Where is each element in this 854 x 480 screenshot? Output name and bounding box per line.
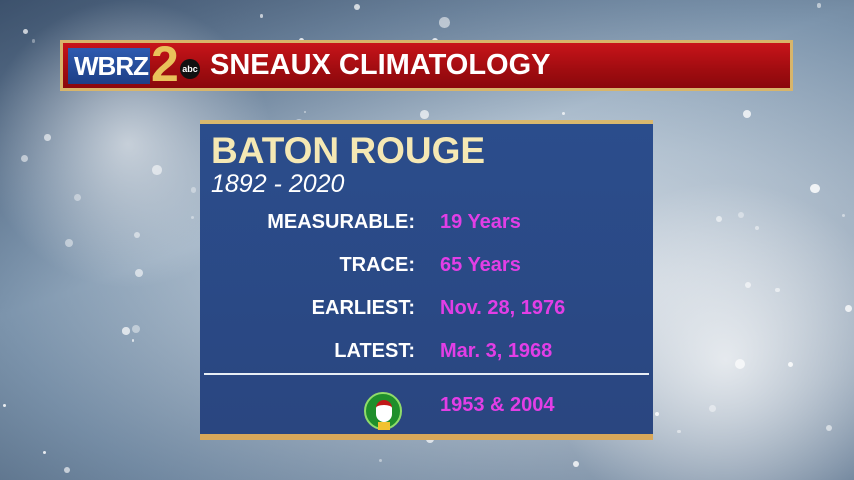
snowflake (439, 16, 450, 28)
stat-row-earliest: EARLIEST: Nov. 28, 1976 (200, 293, 653, 323)
stat-row-latest: LATEST: Mar. 3, 1968 (200, 336, 653, 366)
stat-label: TRACE: (339, 254, 415, 276)
stat-row-measurable: MEASURABLE: 19 Years (200, 207, 653, 237)
snowflake (64, 466, 71, 473)
snowflake (190, 187, 197, 193)
snowflake (122, 327, 130, 335)
snowflake (787, 361, 794, 368)
snowflake (744, 281, 752, 289)
snowflake (152, 165, 162, 175)
snowflake (31, 39, 36, 43)
snowflake (259, 14, 264, 18)
snowflake (775, 287, 780, 293)
snowflake (845, 304, 853, 312)
snowflake (191, 216, 195, 220)
period-subtitle: 1892 - 2020 (211, 170, 345, 198)
snowflake (809, 183, 820, 194)
logo-text: WBRZ (74, 51, 149, 81)
snowflake (133, 231, 140, 238)
snowflake (20, 155, 28, 163)
snowflake (379, 458, 383, 462)
snowflake (572, 461, 579, 468)
snowflake (65, 239, 74, 248)
snowflake (420, 110, 429, 119)
stat-value: Mar. 3, 1968 (440, 340, 553, 362)
stat-value: 19 Years (440, 211, 521, 233)
snowflake (654, 412, 660, 417)
snowflake (73, 193, 82, 202)
header-banner: WBRZ 2 abc SNEAUX CLIMATOLOGY (60, 36, 793, 92)
snowflake (734, 358, 746, 370)
stat-value: Nov. 28, 1976 (440, 297, 566, 319)
snowflake (131, 339, 135, 342)
stat-label: LATEST: (334, 340, 415, 362)
stat-label: MEASURABLE: (267, 211, 415, 233)
divider (204, 373, 649, 375)
city-title: BATON ROUGE (211, 130, 486, 171)
snowflake (42, 450, 47, 455)
snowflake (23, 29, 29, 35)
snowflake (841, 213, 846, 218)
snowflake (2, 403, 7, 408)
logo-number: 2 (151, 36, 179, 92)
stat-row-trace: TRACE: 65 Years (200, 250, 653, 280)
abc-logo: abc (180, 59, 200, 79)
climatology-panel: BATON ROUGE 1892 - 2020 MEASURABLE: 19 Y… (200, 120, 653, 440)
stat-value: 65 Years (440, 254, 521, 276)
stat-row-christmas: 1953 & 2004 (200, 390, 653, 420)
snowflake (737, 211, 744, 218)
station-logo: WBRZ (68, 48, 150, 84)
stat-value: 1953 & 2004 (440, 394, 555, 416)
snowflake (561, 111, 566, 116)
snowflake (44, 134, 51, 141)
snowflake (825, 425, 832, 432)
snowflake (755, 225, 760, 231)
snowflake (354, 4, 361, 11)
snowflake (677, 430, 681, 434)
banner-title: SNEAUX CLIMATOLOGY (210, 49, 551, 81)
snowflake (816, 3, 822, 8)
snowflake (716, 216, 722, 223)
snowflake (742, 110, 751, 119)
snowflake (303, 110, 307, 114)
snowflake (131, 324, 140, 333)
santa-wreath-icon (364, 392, 402, 430)
snowflake (134, 268, 143, 278)
snowflake (709, 404, 717, 412)
stat-label: EARLIEST: (311, 297, 415, 319)
